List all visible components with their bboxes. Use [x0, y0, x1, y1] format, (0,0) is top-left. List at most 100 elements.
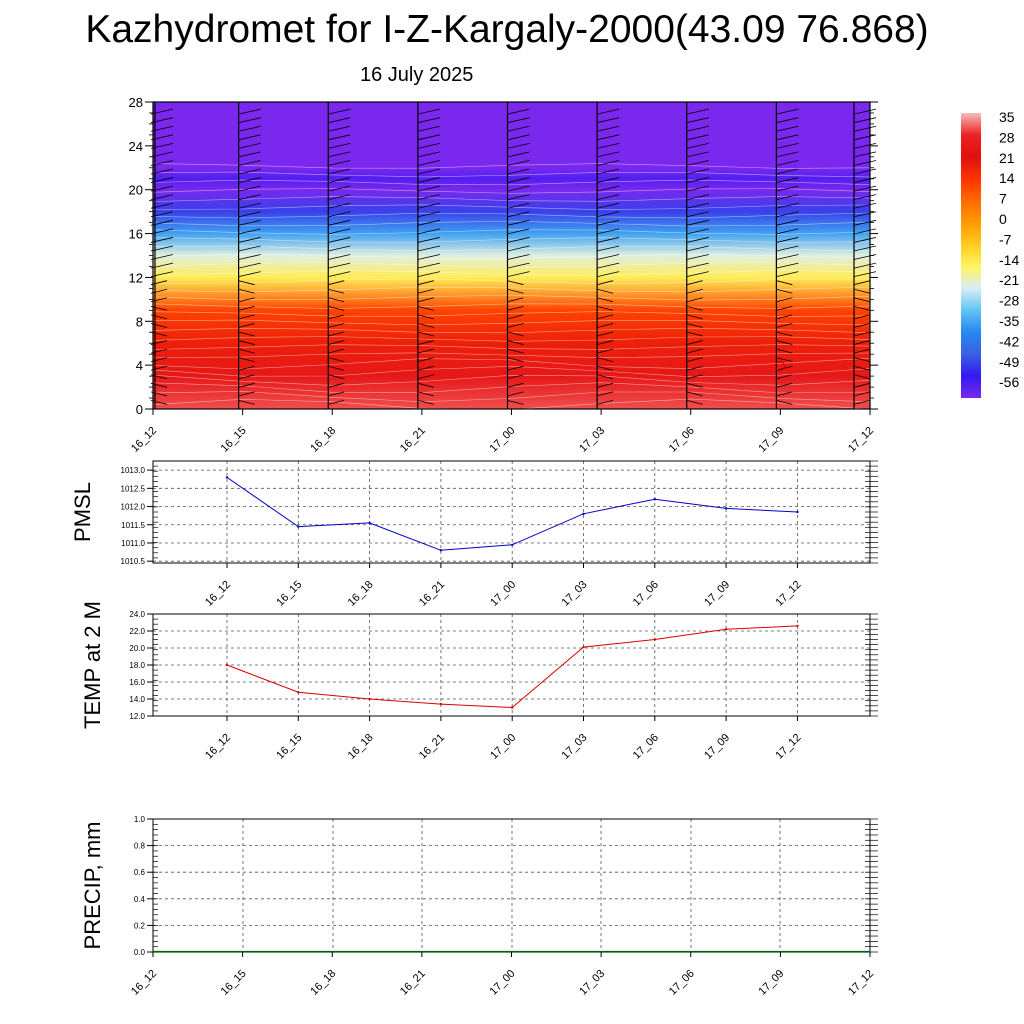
- wind-barb: [853, 185, 877, 192]
- wind-barb: [328, 228, 351, 235]
- wind-barb: [150, 374, 168, 380]
- wind-barb: [150, 357, 168, 363]
- wind-barb: [686, 245, 709, 252]
- wind-barb: [328, 160, 351, 166]
- wind-barb: [150, 297, 168, 303]
- wind-barb: [328, 245, 351, 252]
- wind-barbs: [150, 102, 877, 409]
- wind-barb: [776, 331, 793, 337]
- colorbar-bar: [961, 113, 981, 398]
- x-tick-label: 17_12: [846, 425, 876, 455]
- wind-barb: [776, 219, 799, 226]
- wind-barb: [597, 125, 620, 132]
- y-tick-label: 0.8: [134, 842, 146, 851]
- wind-barb: [238, 237, 261, 243]
- wind-barb: [238, 340, 255, 345]
- wind-barb: [686, 400, 703, 405]
- colorbar-legend: 35 28 21 14 7 0 -7 -14 -21 -28 -35 -42 -49 -56: [961, 109, 1019, 398]
- wind-barb: [597, 254, 620, 260]
- wind-barb: [597, 305, 614, 311]
- wind-barb: [328, 177, 351, 183]
- contour-line: [152, 365, 871, 378]
- wind-barb: [853, 374, 871, 380]
- contour-line: [152, 319, 871, 326]
- wind-barb: [507, 323, 524, 328]
- colorbar-label: -21: [999, 272, 1019, 288]
- colorbar-label: 14: [999, 170, 1015, 186]
- wind-barb: [328, 108, 351, 115]
- wind-barb: [507, 219, 530, 226]
- wind-barb: [597, 280, 614, 286]
- wind-barb: [417, 314, 434, 320]
- page-subtitle: 16 July 2025: [360, 64, 474, 86]
- wind-barb: [776, 245, 799, 252]
- wind-barb-column: [686, 102, 709, 409]
- wind-barb: [853, 160, 877, 166]
- wind-barb: [328, 134, 351, 141]
- wind-barb: [507, 125, 530, 132]
- x-tick-label: 16_21: [417, 732, 447, 762]
- wind-barb: [507, 288, 524, 294]
- data-point: [582, 512, 585, 516]
- wind-barb: [507, 151, 530, 158]
- wind-barb: [597, 323, 614, 328]
- wind-barb: [776, 340, 793, 345]
- wind-barb: [328, 305, 345, 311]
- wind-barb: [507, 211, 530, 218]
- wind-barb: [597, 237, 620, 243]
- wind-barb: [507, 177, 530, 183]
- wind-barb: [597, 382, 614, 388]
- wind-barb: [686, 382, 703, 388]
- wind-barb: [776, 271, 799, 278]
- x-tick-label: 17_03: [560, 732, 590, 762]
- wind-barb: [853, 168, 877, 175]
- wind-barb: [417, 348, 434, 354]
- wind-barb: [417, 194, 440, 201]
- wind-barb: [417, 202, 440, 209]
- contour-lines: [152, 163, 871, 410]
- wind-barb: [328, 271, 351, 278]
- y-tick-label: 24: [129, 139, 143, 154]
- wind-barb: [853, 237, 877, 243]
- wind-barb: [853, 357, 871, 363]
- wind-barb-column: [150, 102, 174, 409]
- grid-lines: [153, 461, 870, 563]
- contour-line: [152, 294, 871, 301]
- wind-barb: [507, 280, 524, 286]
- wind-barb: [776, 177, 799, 183]
- wind-barb: [238, 254, 261, 260]
- contour-line: [152, 171, 871, 178]
- wind-barb: [328, 254, 351, 260]
- colorbar-label: -14: [999, 252, 1019, 268]
- wind-barb: [597, 219, 620, 226]
- y-tick-label: 1011.0: [121, 539, 145, 548]
- wind-barb: [507, 237, 530, 243]
- wind-barb: [328, 185, 351, 192]
- wind-barb: [686, 357, 703, 363]
- wind-barb: [238, 228, 261, 235]
- x-tick-label: 16_21: [398, 968, 428, 998]
- wind-barb: [597, 288, 614, 294]
- x-tick-label: 17_09: [756, 425, 786, 455]
- colorbar-label: -56: [999, 374, 1019, 390]
- wind-barb: [853, 211, 877, 218]
- x-tick-label: 16_12: [129, 425, 159, 455]
- wind-barb: [853, 262, 877, 269]
- wind-barb: [328, 297, 345, 303]
- wind-barb: [597, 271, 620, 278]
- wind-barb: [238, 185, 261, 192]
- wind-barb: [507, 374, 524, 380]
- wind-barb: [507, 314, 524, 320]
- wind-barb: [686, 314, 703, 320]
- wind-barb: [238, 314, 255, 320]
- wind-barb: [597, 348, 614, 354]
- data-point: [582, 645, 585, 649]
- contour-line: [152, 220, 871, 227]
- wind-barb: [417, 211, 440, 218]
- contour-line: [152, 286, 871, 293]
- y-tick-label: 24.0: [129, 610, 145, 619]
- wind-barb: [776, 228, 799, 235]
- wind-barb: [597, 374, 614, 380]
- wind-barb: [686, 142, 709, 149]
- wind-barb: [597, 142, 620, 149]
